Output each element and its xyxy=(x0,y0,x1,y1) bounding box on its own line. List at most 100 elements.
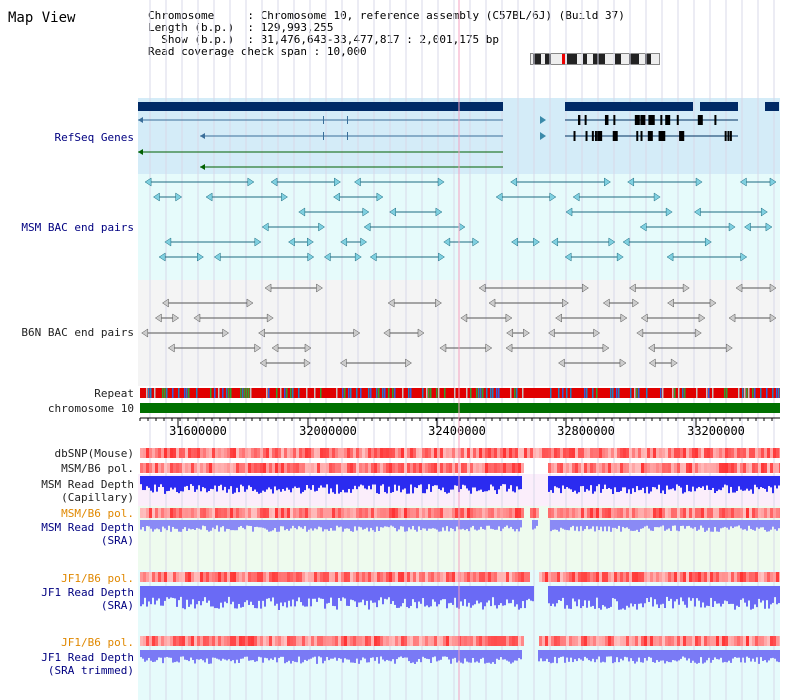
bac-end xyxy=(633,299,639,307)
heat-cell xyxy=(299,448,302,458)
depth-bar xyxy=(564,476,566,489)
bac-end xyxy=(281,193,287,201)
repeat-mark xyxy=(550,388,552,398)
depth-bar xyxy=(624,520,626,528)
depth-bar xyxy=(512,520,514,529)
depth-bar xyxy=(666,520,668,530)
depth-bar xyxy=(722,476,724,487)
depth-bar xyxy=(220,650,222,661)
heat-cell xyxy=(152,572,155,582)
heat-cell xyxy=(614,636,617,646)
heat-cell xyxy=(479,463,482,473)
heat-cell xyxy=(383,448,386,458)
depth-bar xyxy=(470,520,472,527)
depth-bar xyxy=(306,650,308,661)
repeat-mark xyxy=(196,388,198,398)
heat-cell xyxy=(620,463,623,473)
depth-bar xyxy=(446,650,448,657)
heat-cell xyxy=(776,636,779,646)
heat-cell xyxy=(485,448,488,458)
heat-cell xyxy=(377,448,380,458)
depth-bar xyxy=(700,520,702,526)
heat-cell xyxy=(320,448,323,458)
heat-cell xyxy=(320,636,323,646)
heat-cell xyxy=(179,448,182,458)
heat-cell xyxy=(200,463,203,473)
depth-bar xyxy=(552,650,554,663)
bac-end xyxy=(486,344,492,352)
heat-cell xyxy=(515,508,518,518)
depth-bar xyxy=(354,650,356,663)
depth-bar xyxy=(350,520,352,531)
bac-end xyxy=(384,329,390,337)
depth-bar xyxy=(182,586,184,608)
depth-bar xyxy=(362,586,364,600)
repeat-mark xyxy=(480,388,482,398)
heat-cell xyxy=(515,636,518,646)
depth-bar xyxy=(398,650,400,657)
heat-cell xyxy=(665,572,668,582)
depth-bar xyxy=(230,476,232,486)
depth-bar xyxy=(746,650,748,657)
depth-bar xyxy=(188,586,190,607)
depth-bar xyxy=(596,476,598,486)
depth-bar xyxy=(724,520,726,527)
depth-bar xyxy=(326,520,328,529)
heat-cell xyxy=(554,636,557,646)
heat-cell xyxy=(218,463,221,473)
heat-cell xyxy=(641,636,644,646)
bac-end xyxy=(623,238,629,246)
depth-bar xyxy=(582,586,584,606)
bac-end xyxy=(604,178,610,186)
depth-bar xyxy=(648,476,650,494)
heat-cell xyxy=(275,463,278,473)
heat-cell xyxy=(686,572,689,582)
heat-cell xyxy=(557,572,560,582)
heat-cell xyxy=(641,572,644,582)
depth-bar xyxy=(158,520,160,529)
heat-cell xyxy=(323,572,326,582)
heat-cell xyxy=(563,463,566,473)
depth-bar xyxy=(648,650,650,657)
depth-bar xyxy=(630,650,632,658)
depth-bar xyxy=(688,650,690,658)
depth-bar xyxy=(498,476,500,489)
depth-bar xyxy=(144,586,146,598)
depth-bar xyxy=(526,586,528,600)
heat-cell xyxy=(737,448,740,458)
heat-cell xyxy=(425,636,428,646)
depth-bar xyxy=(640,586,642,603)
depth-bar xyxy=(466,520,468,529)
depth-bar xyxy=(568,650,570,662)
depth-bar xyxy=(656,520,658,527)
depth-bar xyxy=(738,650,740,658)
bac-end xyxy=(154,193,160,201)
depth-bar xyxy=(456,476,458,486)
depth-bar xyxy=(750,520,752,529)
heat-cell xyxy=(659,463,662,473)
depth-bar xyxy=(712,476,714,488)
depth-bar xyxy=(702,520,704,528)
depth-bar xyxy=(250,586,252,602)
depth-bar xyxy=(268,650,270,660)
heat-cell xyxy=(638,448,641,458)
heat-cell xyxy=(725,508,728,518)
heat-cell xyxy=(203,448,206,458)
depth-bar xyxy=(184,520,186,527)
depth-bar xyxy=(342,650,344,663)
gene-block xyxy=(700,102,738,111)
depth-bar xyxy=(770,650,772,658)
heat-cell xyxy=(167,463,170,473)
heat-cell xyxy=(359,463,362,473)
depth-bar xyxy=(772,520,774,527)
depth-bar xyxy=(758,650,760,664)
depth-bar xyxy=(386,520,388,527)
repeat-mark xyxy=(742,388,744,398)
heat-cell xyxy=(449,448,452,458)
depth-bar xyxy=(202,520,204,526)
depth-bar xyxy=(236,586,238,609)
heat-cell xyxy=(563,636,566,646)
heat-cell xyxy=(623,636,626,646)
heat-cell xyxy=(305,572,308,582)
repeat-mark xyxy=(376,388,378,398)
